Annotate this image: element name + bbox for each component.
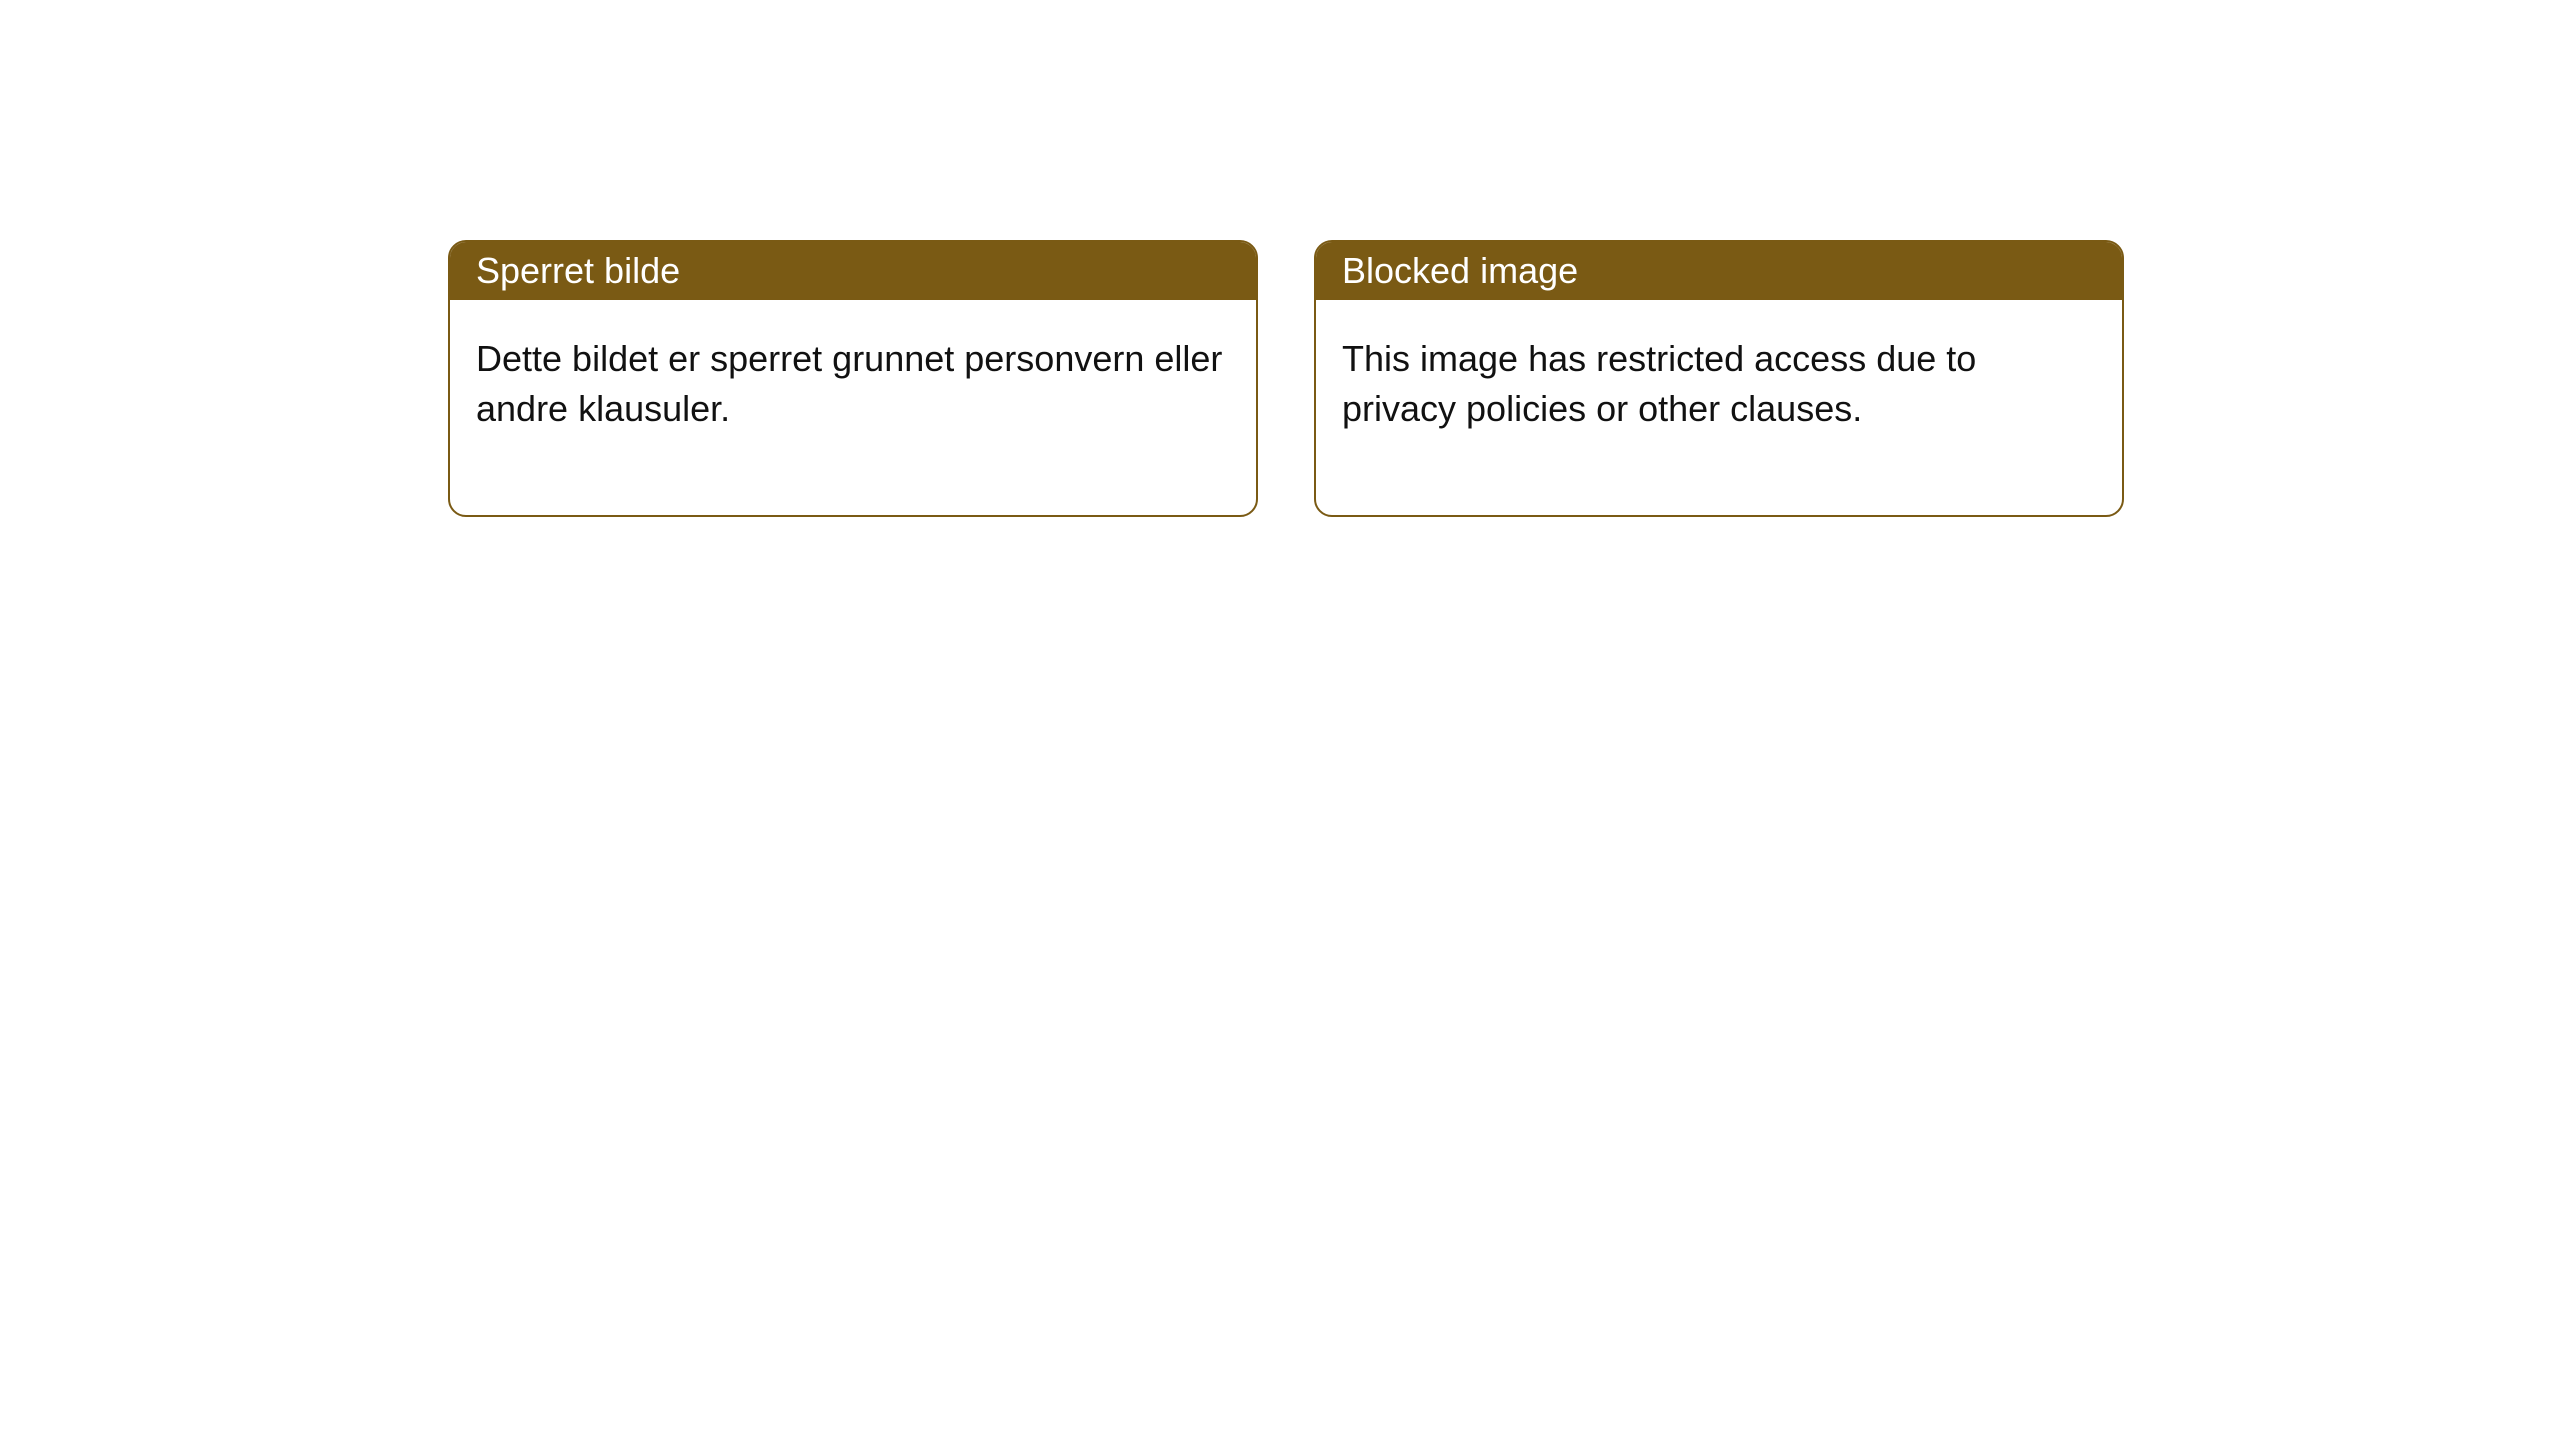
notice-card-no: Sperret bilde Dette bildet er sperret gr…	[448, 240, 1258, 517]
notice-header-no: Sperret bilde	[450, 242, 1256, 300]
notice-body-no: Dette bildet er sperret grunnet personve…	[450, 300, 1256, 515]
notice-card-en: Blocked image This image has restricted …	[1314, 240, 2124, 517]
notice-header-en: Blocked image	[1316, 242, 2122, 300]
notice-container: Sperret bilde Dette bildet er sperret gr…	[0, 0, 2560, 517]
notice-body-en: This image has restricted access due to …	[1316, 300, 2122, 515]
